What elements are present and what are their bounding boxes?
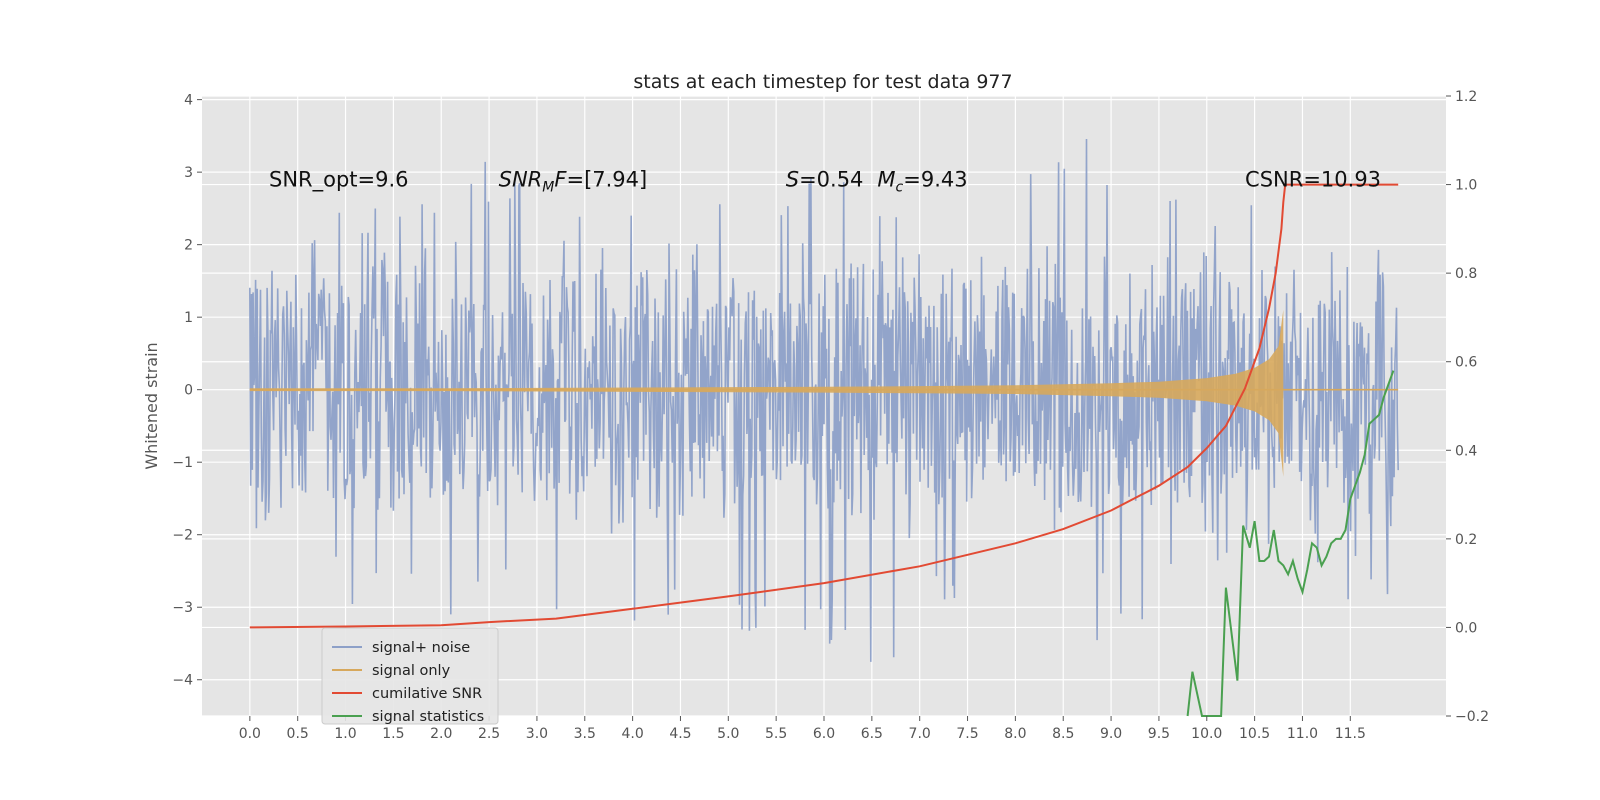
legend-entries: signal+ noise signal only cumilative SNR si… — [332, 640, 484, 725]
annotation-part: c — [896, 179, 904, 195]
legend: signal+ noise signal only cumilative SNR si… — [321, 627, 499, 725]
annotation-csnr: CSNR=10.93 — [1245, 167, 1381, 191]
x-tick-label: 7.5 — [956, 726, 978, 742]
legend-label: cumilative SNR — [372, 686, 482, 702]
x-tick-label: 10.0 — [1191, 726, 1222, 742]
signal-only-envelope — [249, 309, 1284, 477]
legend-label: signal+ noise — [372, 640, 470, 656]
y-tick-label: 4 — [184, 93, 193, 109]
x-tick-label: 2.5 — [478, 726, 500, 742]
series-signal-only — [249, 309, 1399, 477]
x-tick-label: 3.5 — [574, 726, 596, 742]
x-tick-label: 4.0 — [621, 726, 643, 742]
x-tick-label: 8.5 — [1052, 726, 1074, 742]
y2-tick-label: 0.2 — [1455, 532, 1477, 548]
y-axis-title: Whitened strain — [142, 342, 161, 469]
y2-tick-label: 0.8 — [1455, 266, 1477, 282]
legend-box — [321, 627, 499, 725]
annotations: SNR_opt=9.6 SNRMF=[7.94] S=0.54 Mc=9.43 CSNR… — [269, 167, 1381, 195]
axes: 0.0 0.5 1.0 1.5 2.0 2.5 3.0 3.5 4.0 4.5 5.0 5.5 6.0 6… — [172, 89, 1489, 742]
cumulative-snr-line — [249, 183, 1399, 629]
y-tick-label: 1 — [184, 310, 193, 326]
annotation-part: =0.54 — [799, 167, 863, 191]
x-tick-label: 4.5 — [669, 726, 691, 742]
y-tick-label: −1 — [172, 455, 193, 471]
y2-tick-label: −0.2 — [1455, 709, 1489, 725]
x-tick-label: 6.5 — [861, 726, 883, 742]
y-tick-label: −4 — [172, 673, 193, 689]
series-signal-statistics — [1186, 370, 1395, 717]
legend-label: signal statistics — [372, 709, 484, 725]
x-tick-label: 10.5 — [1239, 726, 1270, 742]
x-tick-label: 6.0 — [813, 726, 835, 742]
x-tick-label: 9.0 — [1100, 726, 1122, 742]
y-tick-label: −3 — [172, 600, 193, 616]
annotation-snr-mf: SNRMF=[7.94] — [499, 167, 648, 195]
y2-tick-label: 1.0 — [1455, 178, 1477, 194]
legend-label: signal only — [372, 663, 451, 679]
x-tick-label: 1.5 — [382, 726, 404, 742]
y-tick-label: −2 — [172, 528, 193, 544]
x-tick-label: 3.0 — [526, 726, 548, 742]
annotation-part: =9.43 — [903, 167, 967, 191]
annotation-part: =[7.94] — [566, 167, 647, 191]
annotation-part: M — [542, 179, 554, 195]
x-tick-label: 1.0 — [334, 726, 356, 742]
annotation-part: M — [877, 167, 895, 191]
x-tick-label: 11.5 — [1335, 726, 1366, 742]
x-tick-label: 5.0 — [717, 726, 739, 742]
x-tick-label: 11.0 — [1287, 726, 1318, 742]
y-tick-label: 0 — [184, 383, 193, 399]
y2-tick-label: 0.0 — [1455, 620, 1477, 636]
annotation-part: F — [554, 167, 567, 191]
y-tick-label: 2 — [184, 238, 193, 254]
annotation-part: S — [786, 167, 799, 191]
x-tick-label: 2.0 — [430, 726, 452, 742]
chart-title: stats at each timestep for test data 977 — [633, 71, 1012, 93]
series-cumulative-snr — [249, 183, 1399, 629]
x-tick-label: 8.0 — [1004, 726, 1026, 742]
x-tick-label: 5.5 — [765, 726, 787, 742]
y2-tick-label: 1.2 — [1455, 89, 1477, 105]
x-tick-label: 0.5 — [287, 726, 309, 742]
y2-tick-label: 0.4 — [1455, 443, 1477, 459]
x-tick-label: 0.0 — [239, 726, 261, 742]
x-tick-label: 9.5 — [1148, 726, 1170, 742]
annotation-part: SNR — [499, 167, 543, 191]
annotation-s-mc: S=0.54 Mc=9.43 — [786, 167, 968, 195]
signal-statistics-line — [1186, 370, 1395, 717]
y2-tick-label: 0.6 — [1455, 355, 1477, 371]
y-tick-label: 3 — [184, 165, 193, 181]
x-tick-label: 7.0 — [909, 726, 931, 742]
annotation-snr-opt: SNR_opt=9.6 — [269, 167, 409, 192]
